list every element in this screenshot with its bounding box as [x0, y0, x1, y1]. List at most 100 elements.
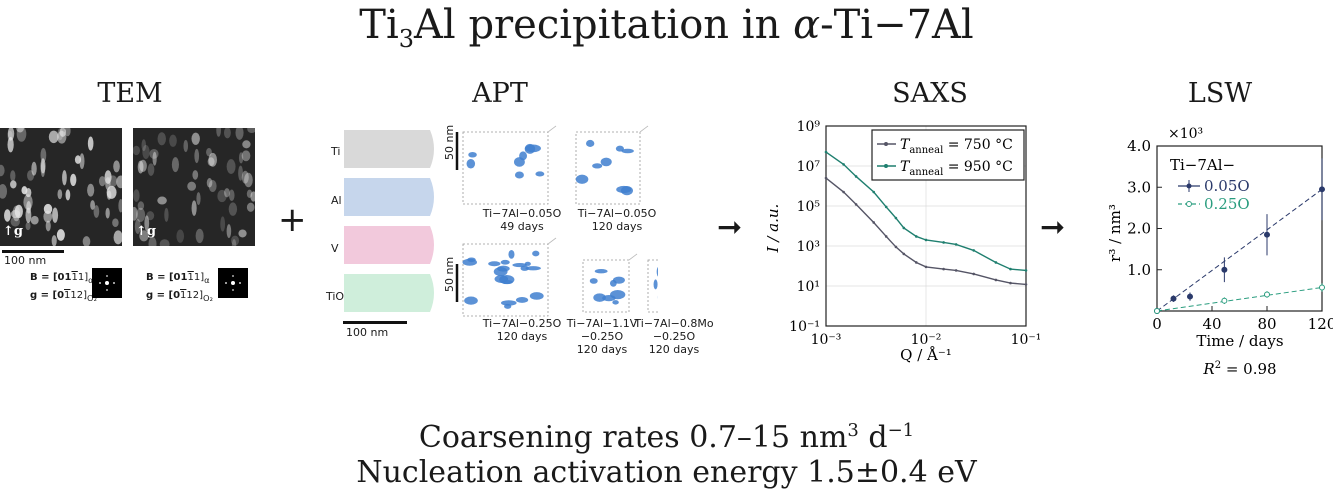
precipitate-isosurface	[524, 144, 541, 153]
precipitate-spot	[98, 176, 106, 187]
precipitate-spot	[223, 128, 231, 139]
precipitate-spot	[208, 180, 217, 193]
precipitate-spot	[0, 164, 5, 177]
saxs-data-point	[902, 252, 906, 256]
apt-caption-4: Ti−7Al−1.1V −0.25O 120 days	[566, 317, 638, 356]
saxs-legend: Tanneal = 750 °C Tanneal = 950 °C	[871, 129, 1025, 181]
saxs-ylabel: I / a.u.	[764, 204, 782, 254]
precipitate-spot	[228, 202, 238, 216]
precipitate-spot	[106, 190, 112, 200]
saxs-data-point	[954, 243, 958, 246]
precipitate-spot	[25, 221, 31, 231]
precipitate-spot	[104, 170, 112, 184]
lsw-data-point	[1319, 284, 1325, 291]
precipitate-spot	[196, 192, 201, 205]
apt-tip-ti	[344, 130, 434, 168]
saxs-data-point	[972, 249, 976, 252]
precipitate-isosurface	[616, 185, 632, 194]
precipitate-spot	[192, 170, 199, 180]
precipitate-spot	[149, 148, 159, 159]
apt-box-edge	[639, 125, 649, 133]
precipitate-spot	[159, 239, 170, 246]
plus-operator: +	[278, 200, 307, 240]
precipitate-spot	[7, 137, 14, 153]
precipitate-spot	[247, 128, 255, 134]
precipitate-isosurface	[499, 275, 515, 285]
precipitate-spot	[133, 189, 140, 202]
main-title: Ti3Al precipitation in α-Ti−7Al	[359, 2, 974, 53]
precipitate-isosurface	[515, 297, 529, 303]
lsw-r2-annotation: R2 = 0.98	[1202, 360, 1276, 378]
apt-reconstruction-box	[462, 243, 549, 317]
precipitate-spot	[116, 175, 122, 189]
precipitate-isosurface	[464, 296, 478, 305]
precipitate-spot	[144, 215, 150, 232]
apt-scale50-label-2: 50 nm	[443, 256, 456, 292]
precipitate-spot	[40, 148, 47, 163]
precipitate-spot	[10, 209, 21, 219]
precipitate-spot	[112, 218, 119, 228]
saxs-data-point	[1024, 269, 1028, 272]
precipitate-spot	[164, 207, 169, 222]
apt-label-v: V	[331, 242, 339, 255]
precipitate-spot	[241, 150, 251, 162]
precipitate-spot	[4, 209, 11, 222]
saxs-data-point	[954, 269, 958, 272]
saxs-xtick-label: 10⁻²	[911, 332, 942, 348]
precipitate-spot	[147, 163, 155, 176]
tem-panel-title: TEM	[97, 78, 163, 109]
precipitate-spot	[139, 230, 149, 242]
precipitate-isosurface	[529, 292, 544, 300]
saxs-legend-box	[871, 129, 1025, 181]
saxs-ytick-label: 10⁹	[797, 119, 821, 135]
apt-scalebar-label: 100 nm	[346, 326, 389, 339]
lsw-legend-label-025: 0.25O	[1204, 195, 1250, 213]
arrow-to-lsw: ➞	[1040, 210, 1066, 245]
precipitate-spot	[183, 139, 189, 153]
precipitate-spot	[146, 211, 155, 221]
lsw-legend-marker-005	[1186, 183, 1192, 189]
saxs-data-point	[894, 245, 898, 249]
saxs-panel-title: SAXS	[892, 78, 968, 109]
precipitate-spot	[244, 172, 253, 188]
precipitate-spot	[220, 216, 226, 232]
precipitate-spot	[25, 207, 32, 223]
precipitate-isosurface	[519, 151, 528, 161]
tem-diffraction-label-1: B = [0111]α g = [0112]O₂	[30, 272, 97, 303]
precipitate-spot	[241, 170, 249, 184]
precipitate-isosurface	[532, 250, 540, 257]
precipitate-isosurface	[593, 293, 606, 302]
saxs-ytick-label: 10⁻¹	[789, 319, 820, 335]
precipitate-isosurface	[520, 265, 529, 271]
saxs-data-point	[972, 272, 976, 276]
precipitate-spot	[43, 210, 53, 223]
precipitate-isosurface	[600, 157, 612, 167]
precipitate-spot	[238, 152, 244, 164]
saxs-data-point	[872, 190, 876, 194]
saxs-data-point	[1009, 267, 1012, 271]
precipitate-spot	[59, 128, 66, 137]
precipitate-spot	[64, 128, 71, 137]
precipitate-spot	[246, 189, 253, 198]
precipitate-spot	[246, 202, 255, 212]
apt-reconstruction-box	[647, 259, 658, 313]
saxs-data-point	[924, 238, 928, 242]
precipitate-spot	[62, 170, 67, 186]
precipitate-spot	[194, 148, 200, 164]
precipitate-spot	[141, 139, 147, 152]
precipitate-spot	[171, 157, 179, 173]
precipitate-spot	[157, 132, 166, 146]
precipitate-spot	[74, 155, 82, 164]
tem-scalebar-label: 100 nm	[4, 254, 47, 267]
precipitate-spot	[226, 224, 232, 239]
precipitate-spot	[57, 189, 63, 200]
precipitate-isosurface	[488, 261, 501, 267]
precipitate-spot	[191, 132, 200, 145]
lsw-chart: ×10³ 4.0 3.0 2.0 1.0 0 40 80 120 Ti−7Al− 0.05O …	[1106, 126, 1333, 378]
precipitate-spot	[52, 207, 59, 223]
precipitate-isosurface	[497, 265, 510, 272]
lsw-legend-title: Ti−7Al−	[1170, 156, 1235, 174]
precipitate-isosurface	[535, 171, 545, 177]
saxs-xtick-label: 10⁻³	[811, 332, 842, 348]
